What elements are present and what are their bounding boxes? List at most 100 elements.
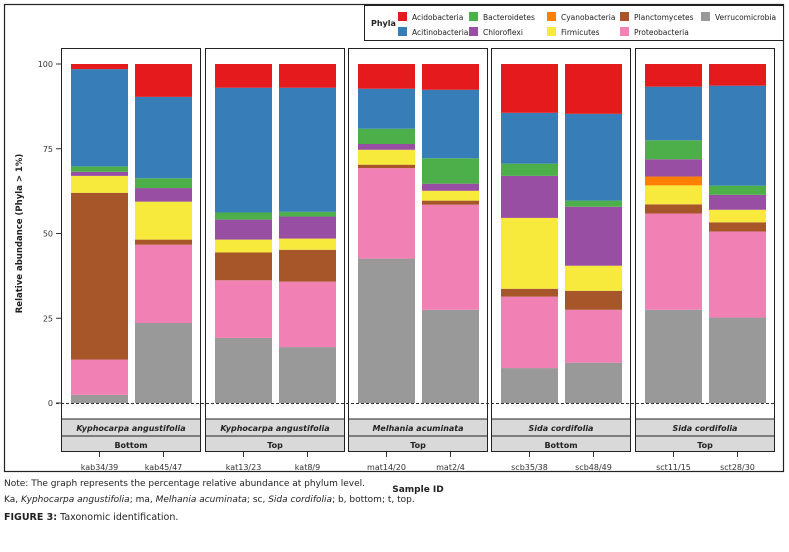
bar-segment-acidobacteria-scb35-38 <box>501 64 558 113</box>
bar-segment-verrucomicrobia-sct28-30 <box>709 317 766 403</box>
x-tick-label: kat13/23 <box>226 463 262 472</box>
y-axis-label: Relative abundance (Phyla > 1%) <box>15 154 25 314</box>
bar-segment-bacteroidetes-scb48-49 <box>565 200 622 207</box>
legend-label-acidobacteria: Acidobacteria <box>412 13 463 22</box>
legend-label-chloroflexi: Chloroflexi <box>483 28 523 37</box>
facet-species-label: Sida cordifolia <box>529 424 594 433</box>
bar-segment-chloroflexi-kat8-9 <box>279 216 336 239</box>
legend-label-firmicutes: Firmicutes <box>561 28 600 37</box>
bar-segment-planctomycetes-kat13-23 <box>215 252 272 281</box>
bar-segment-proteobacteria-kab45-47 <box>135 244 192 323</box>
legend-swatch-verrucomicrobia <box>701 12 710 21</box>
facet-species-label: Sida cordifolia <box>673 424 738 433</box>
species-name: Melhania acuminata <box>155 495 247 505</box>
legend-box <box>364 5 784 41</box>
bar-segment-chloroflexi-scb48-49 <box>565 206 622 266</box>
abbrev-text: ; ma, <box>129 495 156 505</box>
legend-label-cyanobacteria: Cyanobacteria <box>561 13 615 22</box>
bar-segment-acitinobacteria-kat13-23 <box>215 87 272 213</box>
bar-segment-acitinobacteria-mat2-4 <box>422 89 479 159</box>
bar-segment-acidobacteria-scb48-49 <box>565 64 622 114</box>
facet-strip-position <box>491 435 631 452</box>
bar-segment-firmicutes-scb35-38 <box>501 217 558 289</box>
bar-segment-proteobacteria-kat13-23 <box>215 280 272 338</box>
legend-label-verrucomicrobia: Verrucomicrobia <box>715 13 776 22</box>
bar-segment-firmicutes-kat13-23 <box>215 239 272 253</box>
bar-segment-firmicutes-sct11-15 <box>645 185 702 205</box>
bar-segment-firmicutes-mat2-4 <box>422 190 479 201</box>
bar-segment-proteobacteria-mat14-20 <box>358 168 415 259</box>
legend-label-proteobacteria: Proteobacteria <box>634 28 689 37</box>
facet-strip-position <box>61 435 201 452</box>
bar-segment-chloroflexi-kat13-23 <box>215 219 272 240</box>
legend-swatch-planctomycetes <box>620 12 629 21</box>
bar-segment-chloroflexi-kab34-39 <box>71 171 128 176</box>
bar-segment-firmicutes-kat8-9 <box>279 238 336 250</box>
x-tick-label: kab45/47 <box>145 463 183 472</box>
bar-segment-verrucomicrobia-scb48-49 <box>565 362 622 403</box>
bar-segment-bacteroidetes-kab45-47 <box>135 178 192 189</box>
x-tick-label: mat14/20 <box>367 463 406 472</box>
bar-segment-firmicutes-mat14-20 <box>358 149 415 165</box>
bar-segment-acitinobacteria-scb48-49 <box>565 113 622 201</box>
legend-swatch-firmicutes <box>547 27 556 36</box>
bar-segment-bacteroidetes-kab34-39 <box>71 166 128 172</box>
bar-segment-bacteroidetes-sct11-15 <box>645 140 702 160</box>
abbreviation-note: Ka, Kyphocarpa angustifolia; ma, Melhani… <box>4 495 415 505</box>
legend-swatch-chloroflexi <box>469 27 478 36</box>
figure-label: FIGURE 3: <box>4 512 58 523</box>
bar-segment-cyanobacteria-sct11-15 <box>645 176 702 186</box>
bar-segment-planctomycetes-mat14-20 <box>358 164 415 169</box>
bar-segment-chloroflexi-scb35-38 <box>501 175 558 218</box>
figure-title: Taxonomic identification. <box>57 512 179 523</box>
facet-position-label: Bottom <box>544 441 577 450</box>
bar-segment-proteobacteria-scb35-38 <box>501 296 558 369</box>
bar-segment-verrucomicrobia-mat14-20 <box>358 258 415 403</box>
y-tick-label: 100 <box>38 60 53 69</box>
bar-segment-acitinobacteria-sct28-30 <box>709 85 766 186</box>
x-tick-label: kat8/9 <box>295 463 320 472</box>
bar-segment-acitinobacteria-sct11-15 <box>645 86 702 141</box>
bar-segment-chloroflexi-kab45-47 <box>135 188 192 202</box>
bar-segment-bacteroidetes-kat8-9 <box>279 211 336 217</box>
bar-segment-verrucomicrobia-kab45-47 <box>135 322 192 403</box>
bar-segment-proteobacteria-kat8-9 <box>279 281 336 348</box>
bar-segment-proteobacteria-sct28-30 <box>709 231 766 318</box>
y-tick-label: 50 <box>43 230 53 239</box>
bar-segment-bacteroidetes-mat14-20 <box>358 128 415 145</box>
bar-segment-verrucomicrobia-kat8-9 <box>279 347 336 403</box>
bar-segment-planctomycetes-kat8-9 <box>279 249 336 282</box>
facet-position-label: Top <box>410 441 426 450</box>
abbrev-text: Ka, <box>4 495 21 505</box>
bar-segment-acitinobacteria-kab45-47 <box>135 96 192 179</box>
bar-segment-acidobacteria-sct28-30 <box>709 64 766 86</box>
bar-segment-proteobacteria-sct11-15 <box>645 213 702 310</box>
bar-segment-verrucomicrobia-scb35-38 <box>501 368 558 403</box>
bar-segment-acidobacteria-sct11-15 <box>645 64 702 87</box>
facet-species-label: Melhania acuminata <box>372 424 463 433</box>
bar-segment-acitinobacteria-mat14-20 <box>358 88 415 129</box>
x-tick-label: kab34/39 <box>81 463 119 472</box>
bar-segment-acitinobacteria-scb35-38 <box>501 112 558 164</box>
bar-segment-chloroflexi-sct28-30 <box>709 194 766 210</box>
facet-position-label: Top <box>697 441 713 450</box>
x-axis-label: Sample ID <box>392 485 444 495</box>
bar-segment-acitinobacteria-kab34-39 <box>71 69 128 167</box>
bar-segment-firmicutes-kab34-39 <box>71 175 128 193</box>
y-tick-label: 0 <box>48 399 53 408</box>
bar-segment-planctomycetes-sct28-30 <box>709 222 766 232</box>
facet-strip-position <box>635 435 775 452</box>
bar-segment-verrucomicrobia-kat13-23 <box>215 337 272 403</box>
bar-segment-firmicutes-sct28-30 <box>709 209 766 223</box>
bar-segment-verrucomicrobia-mat2-4 <box>422 309 479 403</box>
legend-title: Phyla <box>371 19 396 28</box>
bar-segment-acidobacteria-mat2-4 <box>422 64 479 90</box>
legend-label-bacteroidetes: Bacteroidetes <box>483 13 535 22</box>
facet-strip-position <box>348 435 488 452</box>
bar-segment-bacteroidetes-scb35-38 <box>501 163 558 176</box>
bar-segment-acitinobacteria-kat8-9 <box>279 87 336 212</box>
bar-segment-bacteroidetes-kat13-23 <box>215 212 272 220</box>
facet-position-label: Top <box>267 441 283 450</box>
legend-label-planctomycetes: Planctomycetes <box>634 13 694 22</box>
